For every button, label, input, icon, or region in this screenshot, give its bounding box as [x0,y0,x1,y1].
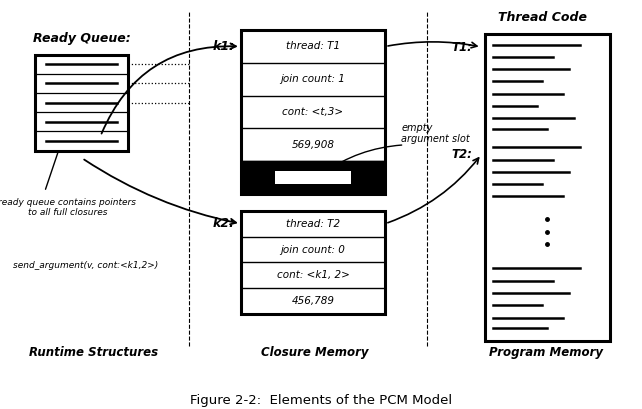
Text: k2:: k2: [213,217,234,230]
Text: Program Memory: Program Memory [489,346,603,360]
Text: cont: <t,3>: cont: <t,3> [282,107,343,117]
Text: thread: T1: thread: T1 [286,41,340,52]
Bar [275,171,351,184]
Text: 456,789: 456,789 [291,296,334,306]
Text: empty
argument slot: empty argument slot [401,123,470,144]
Text: join count: 0: join count: 0 [281,245,345,254]
Text: thread: T2: thread: T2 [286,219,340,229]
Bar [485,34,610,341]
Text: ready queue contains pointers
to all full closures: ready queue contains pointers to all ful… [0,198,136,217]
Text: join count: 1: join count: 1 [281,74,345,84]
Text: k1:: k1: [213,40,234,53]
Text: Ready Queue:: Ready Queue: [33,32,131,45]
Text: T1:: T1: [451,40,472,54]
Text: 569,908: 569,908 [291,140,334,150]
Text: Figure 2-2:  Elements of the PCM Model: Figure 2-2: Elements of the PCM Model [190,394,452,407]
Text: Thread Code: Thread Code [498,11,587,25]
Bar [241,211,385,314]
Bar [241,161,385,194]
Text: send_argument(v, cont:<k1,2>): send_argument(v, cont:<k1,2>) [13,261,158,270]
Text: Runtime Structures: Runtime Structures [28,346,158,360]
Text: cont: <k1, 2>: cont: <k1, 2> [277,270,349,281]
Bar [241,30,385,194]
Text: Closure Memory: Closure Memory [261,346,369,360]
Bar [35,54,128,151]
Text: T2:: T2: [451,148,472,161]
